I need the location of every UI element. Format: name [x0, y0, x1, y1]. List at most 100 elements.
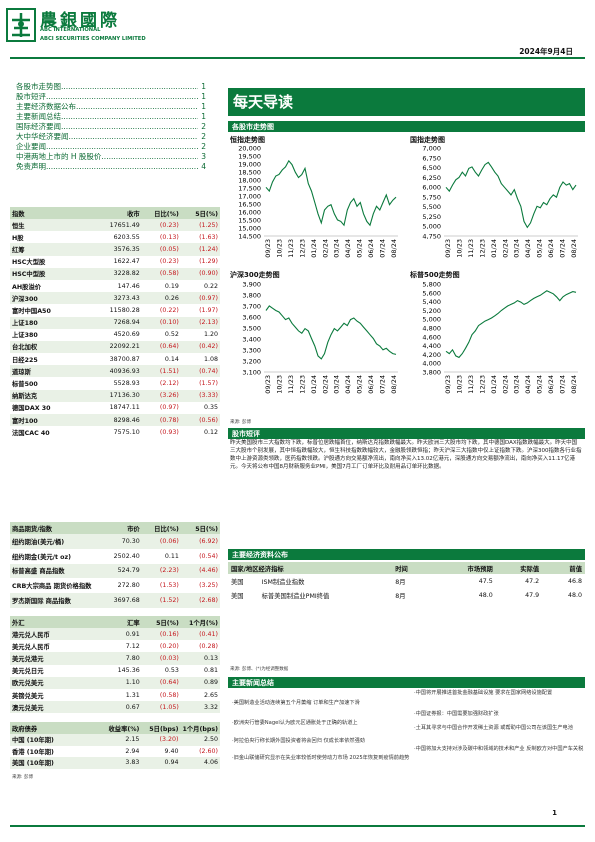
table-cell: 港元兑人民币	[10, 628, 103, 641]
table-cell: (0.13)	[159, 233, 179, 241]
x-tick-label: 06/24	[547, 375, 555, 394]
table-cell: (1.29)	[199, 258, 218, 266]
table-cell: H股	[12, 234, 24, 242]
y-tick-label: 4,800	[422, 325, 441, 333]
news-item: ·欧洲央行管委Nagel认为欧元区通胀处于正确的轨道上	[232, 720, 358, 726]
x-tick-label: 02/24	[501, 375, 509, 394]
table-cell: 纳斯达克	[10, 389, 103, 402]
table-header-cell: 5日(%)	[180, 207, 220, 219]
y-tick-label: 5,600	[422, 289, 441, 297]
x-tick-label: 08/24	[570, 239, 578, 258]
table-cell: 0.22	[203, 282, 218, 290]
y-tick-label: 4,400	[422, 342, 441, 350]
toc-item[interactable]: 企业要闻....................................…	[16, 142, 206, 151]
toc-item[interactable]: 股市短评....................................…	[16, 92, 206, 101]
x-tick-label: 10/23	[455, 375, 463, 394]
table-cell: (2.23)	[141, 563, 181, 579]
table-cell: (0.90)	[180, 267, 220, 280]
y-tick-label: 5,250	[422, 213, 441, 221]
table-cell: 17651.49	[102, 219, 142, 232]
x-tick-label: 12/23	[298, 375, 306, 394]
series-line	[445, 290, 577, 359]
bond-table: 政府债券 收益率(%) 5日(bps) 1个月(bps) 中国 (10年期) 2.15 (3…	[10, 722, 220, 769]
x-tick-label: 12/23	[478, 239, 486, 258]
table-cell: 0.81	[203, 667, 218, 675]
table-row: H股 6203.55 (0.13) (1.63)	[10, 231, 220, 243]
news-item: ·中国证券报：中国需要加强财政扩张	[414, 711, 499, 717]
market-comment-text: 昨天美国股市三大指数均下跌，标普位居跌幅首位，纳斯达克指数跌幅最大。昨天欧洲三大…	[230, 440, 582, 470]
table-cell: (3.33)	[180, 389, 220, 402]
toc-item[interactable]: 主要经济数据公布................................…	[16, 102, 206, 111]
table-cell: (0.58)	[141, 267, 181, 280]
table-cell: (0.97)	[159, 404, 179, 412]
y-tick-label: 3,400	[242, 336, 261, 344]
x-tick-label: 06/24	[367, 239, 375, 258]
table-row: 美国 (10年期) 3.83 0.94 4.06	[10, 757, 220, 769]
econ-source-note: 来源: 彭博、(*)为经调整数据	[230, 667, 289, 672]
market-trend-bar: 各股市走势图	[228, 121, 585, 132]
table-cell: 富时100	[10, 414, 103, 427]
y-tick-label: 5,750	[422, 193, 441, 201]
table-cell: 0.14	[164, 355, 179, 363]
table-cell: 0.11	[164, 552, 179, 560]
x-tick-label: 04/24	[344, 239, 352, 258]
toc-item[interactable]: 中港两地上市的 H 股股价...........................…	[16, 152, 206, 161]
table-cell: 2.15	[102, 734, 142, 746]
x-tick-label: 08/24	[570, 375, 578, 394]
table-row: 富时中国A50 11580.28 (0.22) (1.97)	[10, 304, 220, 316]
x-tick-label: 11/23	[467, 239, 475, 258]
x-tick-label: 06/24	[367, 375, 375, 394]
toc-item[interactable]: 国际经济要闻..................................…	[16, 122, 206, 131]
toc-item[interactable]: 各股市走势图..................................…	[16, 82, 206, 91]
y-tick-label: 3,900	[242, 281, 261, 289]
y-tick-label: 17,000	[238, 193, 261, 201]
table-cell: (0.20)	[159, 642, 179, 650]
table-cell: (0.58)	[159, 691, 179, 699]
y-tick-label: 16,000	[238, 209, 261, 217]
x-tick-label: 07/24	[379, 375, 387, 394]
table-cell: 2.50	[180, 734, 220, 746]
x-tick-label: 10/23	[275, 239, 283, 258]
x-tick-label: 05/24	[356, 239, 364, 258]
table-cell: (0.41)	[180, 628, 220, 641]
toc-item[interactable]: 大中华经济要闻.................................…	[16, 132, 206, 141]
x-tick-label: 10/23	[275, 375, 283, 394]
table-cell: 6203.55	[113, 233, 140, 241]
index-table: 指数 收市 日比(%) 5日(%) 恒生 17651.49 (0.23) (1.25) H股 62…	[10, 207, 220, 438]
table-cell: 4520.69	[113, 331, 140, 339]
table-cell: 中国 (10年期)	[10, 734, 103, 746]
y-tick-label: 3,800	[422, 369, 441, 377]
toc-item[interactable]: 主要新闻总结..................................…	[16, 112, 206, 121]
table-cell: 罗杰斯国际 商品指数	[10, 593, 103, 608]
y-tick-label: 5,000	[422, 223, 441, 231]
table-row: 纽约期油(美元/桶) 70.30 (0.06) (6.92)	[10, 534, 220, 549]
table-row: 道琼斯 40936.93 (1.51) (0.74)	[10, 365, 220, 378]
y-tick-label: 14,500	[238, 233, 261, 241]
news-item: ·中国将加大支持对涉及碳中和领域的技术和产业 反制欧方对中国产车关税	[414, 746, 584, 752]
table-cell: 48.0	[567, 591, 582, 599]
table-row: 恒生 17651.49 (0.23) (1.25)	[10, 219, 220, 232]
table-cell: (1.05)	[141, 701, 181, 714]
y-tick-label: 4,200	[422, 351, 441, 359]
table-of-contents: 各股市走势图..................................…	[16, 82, 206, 172]
table-row: 红筹 3576.35 (0.05) (1.24)	[10, 243, 220, 256]
table-cell: 0.91	[102, 628, 142, 641]
table-header-cell: 外汇	[10, 616, 103, 628]
table-header-cell: 前值	[542, 562, 585, 574]
table-row: AH股溢价 147.46 0.19 0.22	[10, 280, 220, 292]
x-tick-label: 09/23	[264, 239, 272, 258]
chart-title: 标普500走势图	[410, 271, 460, 279]
table-header-cell: 实际值	[495, 562, 543, 574]
table-cell: 47.9	[525, 591, 540, 599]
sp500-trend-chart: 5,800 5,600 5,400 5,200 5,000 4,800 4,600 4,400…	[408, 280, 584, 405]
table-cell: (0.74)	[180, 365, 220, 378]
table-cell: 美元兑港元	[10, 652, 103, 665]
table-cell: 272.80	[117, 582, 140, 590]
table-header-cell: 政府债券	[10, 722, 103, 734]
toc-item[interactable]: 免责声明....................................…	[16, 162, 206, 171]
table-cell: 1.31	[125, 691, 140, 699]
table-header-cell: 5日(bps)	[141, 722, 181, 734]
hsi-trend-chart: 20,000 19,500 19,000 18,500 18,000 17,500 17,0…	[228, 144, 404, 269]
table-cell: 日经225	[12, 356, 38, 364]
table-cell: 3.32	[180, 701, 220, 714]
